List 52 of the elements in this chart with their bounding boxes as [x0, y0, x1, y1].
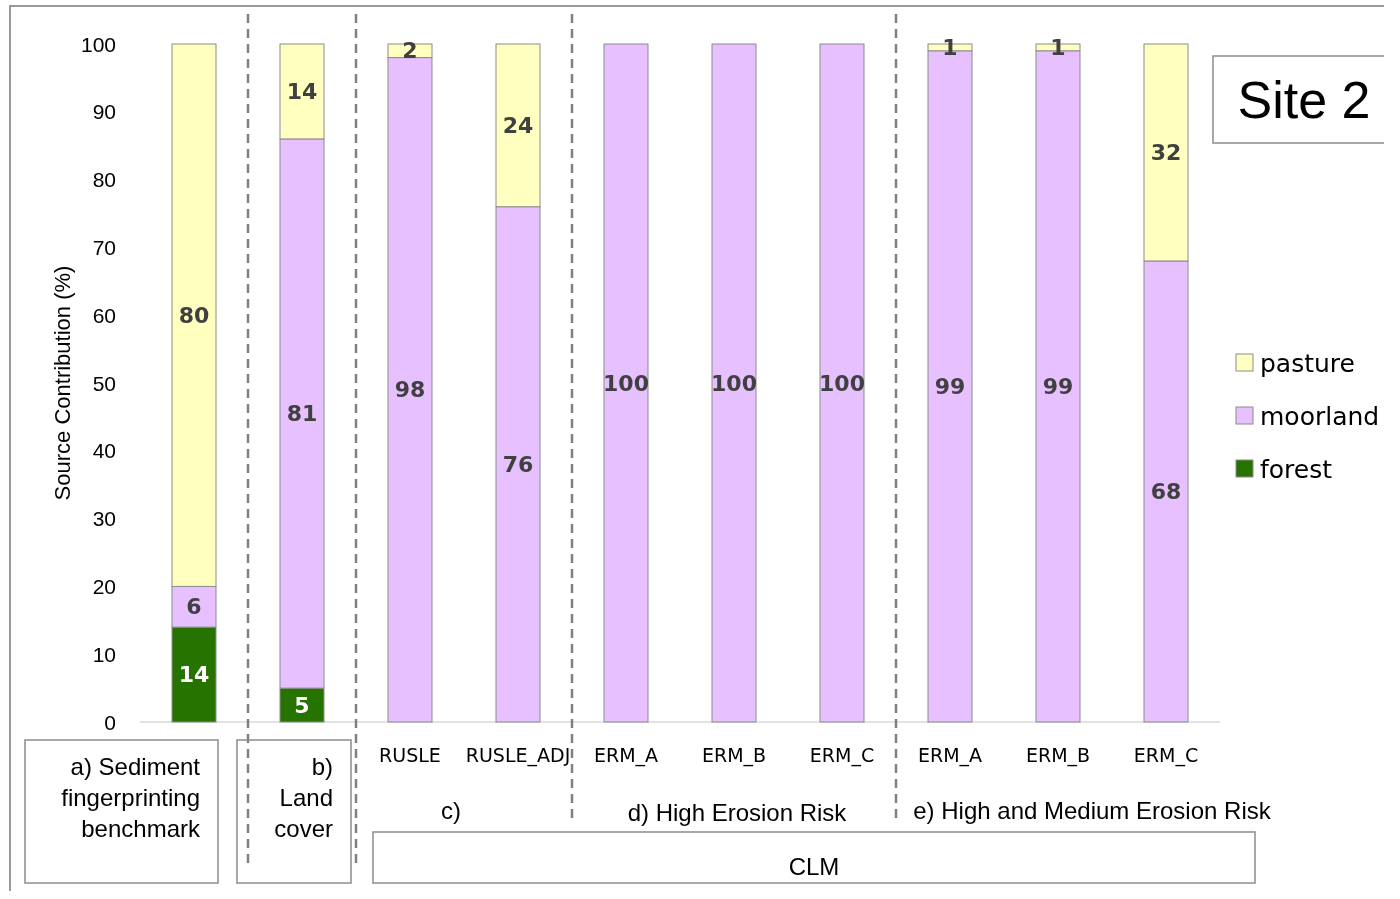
x-tick-label: ERM_C	[809, 744, 875, 767]
y-tick-label: 40	[92, 439, 116, 463]
y-tick-label: 10	[92, 642, 116, 666]
text: e) High and Medium Erosion Risk	[913, 796, 1272, 824]
data-label: 81	[286, 401, 318, 427]
text: a) Sediment fingerprinting benchmark	[61, 752, 201, 842]
data-label: 14	[178, 662, 210, 688]
x-tick-label: ERM_B	[1025, 744, 1091, 767]
x-tick-label: ERM_B	[701, 744, 767, 767]
x-tick-label: ERM_C	[1133, 744, 1199, 767]
data-label: 32	[1150, 139, 1182, 165]
x-tick-label: ERM_A	[917, 744, 983, 767]
data-label: 5	[294, 692, 310, 718]
y-tick-label: 70	[92, 235, 116, 259]
text: Site 2	[1237, 71, 1371, 129]
bar	[603, 43, 649, 723]
data-label: 100	[819, 370, 865, 396]
data-label: 99	[934, 373, 966, 399]
y-tick-label: 60	[92, 303, 116, 327]
y-tick-label: 80	[92, 168, 116, 192]
y-tick-label: 20	[92, 574, 116, 598]
data-label: 80	[178, 302, 210, 328]
data-label: 98	[394, 377, 426, 403]
data-label: 6	[186, 594, 202, 620]
x-tick-label: ERM_A	[593, 744, 659, 767]
data-label: 14	[286, 78, 318, 104]
bar	[711, 43, 757, 723]
legend-label: forest	[1260, 454, 1333, 484]
data-label: 100	[603, 370, 649, 396]
data-label: 68	[1150, 478, 1182, 504]
text: d) High Erosion Risk	[627, 798, 848, 826]
y-tick-label: 0	[104, 710, 116, 734]
data-label: 99	[1042, 373, 1074, 399]
y-tick-label: 30	[92, 507, 116, 531]
y-tick-label: 50	[92, 371, 116, 395]
y-axis-title: Source Contribution (%)	[49, 265, 75, 501]
legend-label: pasture	[1260, 348, 1355, 378]
bar	[819, 43, 865, 723]
data-label: 2	[402, 38, 418, 64]
x-tick-label: RUSLE_ADJ	[465, 744, 571, 767]
y-tick-label: 100	[80, 32, 116, 56]
text: c)	[441, 796, 461, 824]
data-label: 1	[1050, 34, 1066, 60]
legend-label: moorland	[1260, 401, 1380, 431]
data-label: 1	[942, 34, 958, 60]
y-tick-label: 90	[92, 100, 116, 124]
text: CLM	[788, 852, 840, 880]
text: b) Land cover	[274, 752, 334, 842]
data-label: 24	[502, 112, 534, 138]
data-label: 100	[711, 370, 757, 396]
data-label: 76	[502, 451, 534, 477]
x-tick-label: RUSLE	[379, 744, 441, 766]
